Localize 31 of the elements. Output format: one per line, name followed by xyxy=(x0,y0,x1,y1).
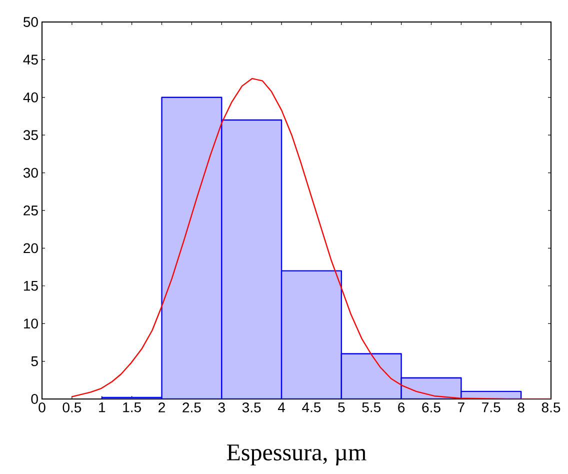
x-tick-label: 2 xyxy=(158,402,165,412)
line-series xyxy=(71,78,551,399)
x-tick-label: 1.5 xyxy=(123,402,141,412)
x-tick-label: 1 xyxy=(99,402,106,412)
y-tick-label: 5 xyxy=(31,356,38,366)
x-tick-label: 7.5 xyxy=(482,402,500,412)
x-tick-label: 6 xyxy=(398,402,405,412)
x-tick-label: 5 xyxy=(338,402,345,412)
y-tick-label: 50 xyxy=(23,17,38,27)
y-tick-label: 0 xyxy=(31,394,38,404)
x-tick-label: 4 xyxy=(278,402,286,412)
y-tick-label: 15 xyxy=(24,281,38,291)
x-tick-label: 8.5 xyxy=(542,402,560,412)
x-tick-label: 2.5 xyxy=(182,402,201,412)
x-tick-label: 3.5 xyxy=(242,402,261,412)
x-tick-label: 6.5 xyxy=(422,402,440,412)
x-tick-label: 3 xyxy=(218,402,225,412)
y-tick-label: 20 xyxy=(24,243,38,254)
x-axis-title: Espessura, µm xyxy=(226,444,366,466)
x-tick-label: 4.5 xyxy=(302,402,321,412)
x-tick-label: 5.5 xyxy=(362,402,381,412)
x-tick-label: 7 xyxy=(458,402,464,412)
x-tick-label: 0 xyxy=(38,402,46,412)
x-tick-label: 8 xyxy=(518,402,524,412)
x-tick-label: 0.5 xyxy=(62,402,82,412)
y-tick-label: 35 xyxy=(23,130,38,140)
y-tick-label: 10 xyxy=(24,318,38,329)
y-tick-label: 40 xyxy=(23,92,38,102)
y-tick-label: 25 xyxy=(24,206,38,216)
y-tick-label: 45 xyxy=(23,54,38,65)
y-tick-label: 30 xyxy=(23,168,38,178)
